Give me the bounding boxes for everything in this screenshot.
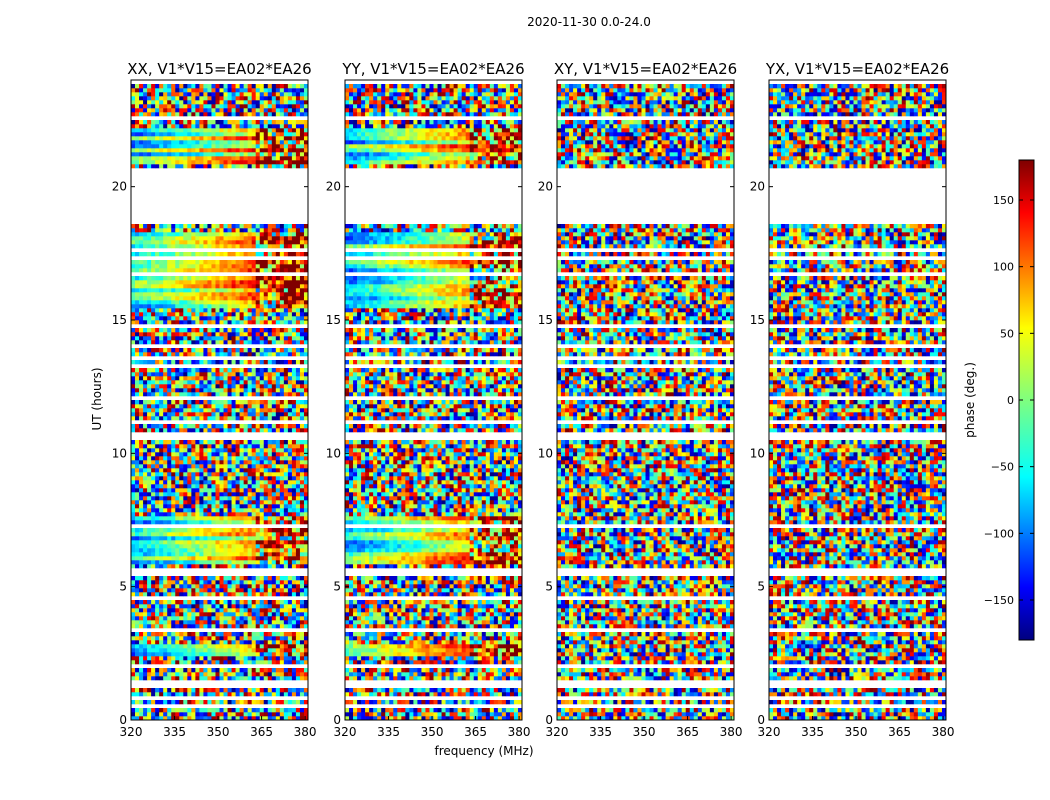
colorbar-tick-label: 100 bbox=[993, 261, 1014, 274]
panel-yy: YY, V1*V15=EA02*EA26 320 335 350 365 380 0 5 10 1… bbox=[326, 60, 531, 739]
y-tick-label: 0 bbox=[545, 713, 553, 727]
x-tick-label: 365 bbox=[464, 725, 487, 739]
colorbar-ticks: 150 100 50 0 −50 −100 −150 bbox=[984, 194, 1034, 607]
y-tick-label: 20 bbox=[538, 180, 553, 194]
x-tick-label: 380 bbox=[294, 725, 317, 739]
x-axis-label: frequency (MHz) bbox=[434, 744, 533, 758]
y-tick-label: 5 bbox=[757, 580, 765, 594]
y-axis-label: UT (hours) bbox=[90, 367, 104, 430]
y-tick-label: 5 bbox=[333, 580, 341, 594]
colorbar-tick-label: −150 bbox=[984, 594, 1014, 607]
colorbar-tick-label: 0 bbox=[1007, 394, 1014, 407]
y-tick-label: 10 bbox=[538, 446, 553, 460]
y-tick-label: 10 bbox=[112, 446, 127, 460]
colorbar-tick-label: −50 bbox=[991, 461, 1014, 474]
y-tick-label: 10 bbox=[750, 446, 765, 460]
y-tick-label: 0 bbox=[119, 713, 127, 727]
x-tick-label: 365 bbox=[888, 725, 911, 739]
x-tick-label: 335 bbox=[801, 725, 824, 739]
y-tick-label: 0 bbox=[757, 713, 765, 727]
panel-frame bbox=[130, 79, 309, 721]
x-tick-label: 380 bbox=[508, 725, 531, 739]
y-tick-label: 5 bbox=[545, 580, 553, 594]
heatmap-yx bbox=[769, 84, 947, 721]
figure-title: 2020-11-30 0.0-24.0 bbox=[527, 15, 651, 29]
colorbar-tick-label: 50 bbox=[1000, 327, 1014, 340]
x-tick-label: 380 bbox=[720, 725, 743, 739]
panel-frame bbox=[556, 79, 735, 721]
y-tick-label: 10 bbox=[326, 446, 341, 460]
y-tick-label: 15 bbox=[538, 313, 553, 327]
y-tick-label: 5 bbox=[119, 580, 127, 594]
panel-title: YX, V1*V15=EA02*EA26 bbox=[765, 60, 949, 78]
heatmap-xy bbox=[557, 84, 735, 721]
heatmap-xx bbox=[131, 84, 309, 721]
x-tick-label: 350 bbox=[633, 725, 656, 739]
x-tick-label: 350 bbox=[845, 725, 868, 739]
panel-title: XX, V1*V15=EA02*EA26 bbox=[127, 60, 311, 78]
y-tick-label: 0 bbox=[333, 713, 341, 727]
x-tick-label: 320 bbox=[758, 725, 781, 739]
y-tick-label: 15 bbox=[112, 313, 127, 327]
x-tick-label: 335 bbox=[589, 725, 612, 739]
panel-yx: YX, V1*V15=EA02*EA26 320 335 350 365 380 0 5 10 1… bbox=[750, 60, 955, 739]
x-tick-label: 320 bbox=[120, 725, 143, 739]
x-tick-label: 380 bbox=[932, 725, 955, 739]
x-tick-label: 350 bbox=[207, 725, 230, 739]
x-tick-label: 365 bbox=[676, 725, 699, 739]
x-tick-label: 335 bbox=[377, 725, 400, 739]
panel-title: YY, V1*V15=EA02*EA26 bbox=[341, 60, 524, 78]
y-tick-label: 15 bbox=[326, 313, 341, 327]
x-tick-label: 335 bbox=[163, 725, 186, 739]
y-tick-label: 20 bbox=[326, 180, 341, 194]
y-tick-label: 15 bbox=[750, 313, 765, 327]
panel-frame bbox=[768, 79, 947, 721]
panel-frame bbox=[344, 79, 523, 721]
x-tick-label: 350 bbox=[421, 725, 444, 739]
colorbar-tick-label: 150 bbox=[993, 194, 1014, 207]
panel-xy: XY, V1*V15=EA02*EA26 320 335 350 365 380 0 5 10 1… bbox=[538, 60, 743, 739]
x-tick-label: 365 bbox=[250, 725, 273, 739]
panel-xx: XX, V1*V15=EA02*EA26 320 335 350 365 380 0 5 10 1… bbox=[112, 60, 317, 739]
y-tick-label: 20 bbox=[750, 180, 765, 194]
colorbar-tick-label: −100 bbox=[984, 527, 1014, 540]
x-tick-label: 320 bbox=[334, 725, 357, 739]
colorbar-label: phase (deg.) bbox=[963, 362, 977, 438]
x-tick-label: 320 bbox=[546, 725, 569, 739]
y-tick-label: 20 bbox=[112, 180, 127, 194]
panels-group: XX, V1*V15=EA02*EA26 320 335 350 365 380 0 5 10 1… bbox=[112, 60, 955, 739]
colorbar: 150 100 50 0 −50 −100 −150 phase (deg.) bbox=[963, 159, 1035, 641]
heatmap-yy bbox=[345, 84, 523, 721]
panel-title: XY, V1*V15=EA02*EA26 bbox=[554, 60, 737, 78]
